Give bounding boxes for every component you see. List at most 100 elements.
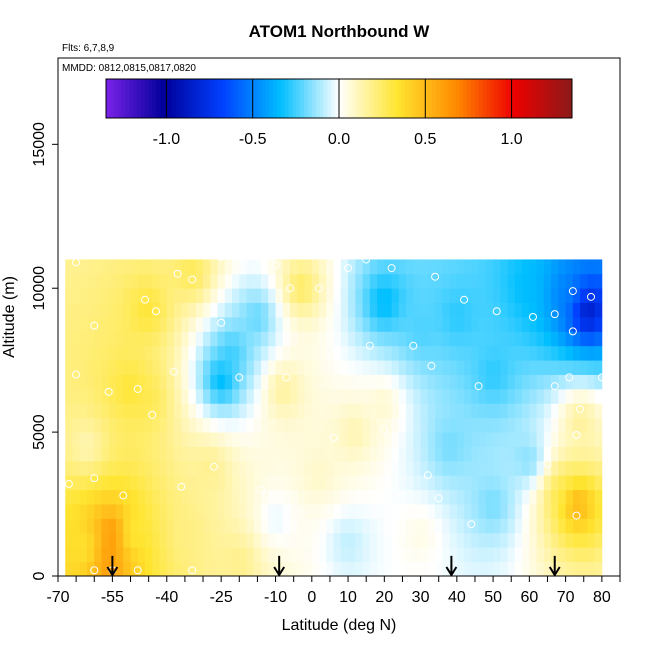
heatmap-cell	[181, 374, 189, 390]
heatmap-cell	[391, 345, 400, 361]
heatmap-cell	[565, 518, 574, 534]
heatmap-cell	[551, 417, 559, 433]
heatmap-cell	[311, 302, 320, 318]
heatmap-cell	[478, 460, 487, 476]
heatmap-cell	[464, 374, 472, 390]
heatmap-cell	[384, 432, 392, 447]
colorbar-segment	[257, 79, 262, 118]
heatmap-cell	[261, 518, 269, 534]
heatmap-cell	[565, 561, 574, 577]
heatmap-cell	[79, 518, 88, 534]
heatmap-cell	[195, 288, 204, 304]
heatmap-cell	[203, 388, 211, 404]
heatmap-cell	[326, 489, 334, 505]
heatmap-cell	[594, 302, 603, 318]
heatmap-cell	[188, 388, 197, 404]
heatmap-cell	[529, 417, 537, 433]
heatmap-cell	[123, 532, 131, 548]
heatmap-cell	[297, 547, 305, 563]
heatmap-cell	[79, 446, 88, 462]
heatmap-cell	[369, 417, 378, 433]
heatmap-cell	[137, 374, 146, 390]
heatmap-cell	[377, 547, 385, 563]
heatmap-cell	[94, 475, 102, 491]
heatmap-cell	[72, 374, 81, 390]
heatmap-cell	[340, 345, 349, 361]
colorbar-segment	[412, 79, 418, 118]
heatmap-cell	[174, 532, 182, 548]
colorbar-segment	[439, 79, 445, 118]
heatmap-cell	[543, 547, 552, 563]
flight-arrow	[548, 555, 561, 577]
heatmap-cell	[565, 532, 574, 548]
heatmap-cell	[290, 345, 298, 361]
heatmap-cell	[79, 417, 88, 433]
heatmap-cell	[166, 273, 175, 289]
heatmap-cell	[587, 360, 596, 375]
heatmap-cell	[116, 317, 124, 332]
heatmap-cell	[188, 460, 197, 476]
heatmap-cell	[333, 374, 342, 390]
colorbar-segment	[179, 79, 185, 118]
heatmap-cell	[261, 273, 269, 289]
heatmap-cell	[355, 302, 363, 318]
heatmap-cell	[551, 547, 559, 563]
heatmap-cell	[174, 273, 182, 289]
heatmap-cell	[522, 561, 530, 577]
heatmap-cell	[94, 288, 102, 304]
heatmap-cell	[369, 259, 378, 275]
heatmap-cell	[181, 317, 189, 332]
y-tick-label: 10000	[31, 266, 48, 311]
heatmap-cell	[101, 331, 110, 347]
heatmap-cell	[369, 403, 378, 419]
colorbar-segment	[172, 79, 177, 118]
heatmap-cell	[116, 547, 124, 563]
heatmap-cell	[210, 288, 218, 304]
heatmap-cell	[152, 417, 160, 433]
heatmap-cell	[464, 432, 472, 447]
heatmap-cell	[572, 388, 581, 404]
heatmap-cell	[268, 460, 276, 476]
heatmap-cell	[181, 504, 189, 519]
heatmap-cell	[500, 518, 508, 534]
heatmap-cell	[297, 403, 305, 419]
heatmap-cell	[72, 446, 81, 462]
colorbar-segment	[222, 79, 227, 118]
heatmap-cell	[442, 259, 450, 275]
heatmap-cell	[72, 532, 81, 548]
heatmap-cell	[340, 331, 349, 347]
heatmap-cell	[507, 547, 516, 563]
heatmap-cell	[253, 288, 262, 304]
heatmap-cell	[522, 259, 530, 275]
heatmap-cell	[159, 288, 168, 304]
heatmap-cell	[398, 302, 407, 318]
heatmap-cell	[478, 374, 487, 390]
heatmap-cell	[348, 374, 356, 390]
heatmap-cell	[377, 345, 385, 361]
heatmap-cell	[522, 417, 530, 433]
heatmap-cell	[536, 561, 545, 577]
heatmap-cell	[108, 489, 117, 505]
heatmap-cell	[311, 317, 320, 332]
observation-point	[296, 508, 305, 517]
heatmap-cell	[232, 532, 240, 548]
heatmap-cell	[268, 388, 276, 404]
heatmap-cell	[130, 432, 139, 447]
heatmap-cell	[391, 489, 400, 505]
colorbar-segment	[443, 79, 449, 118]
heatmap-cell	[116, 403, 124, 419]
heatmap-cell	[565, 317, 574, 332]
heatmap-cell	[406, 374, 414, 390]
colorbar-segment	[276, 79, 282, 118]
heatmap-cell	[362, 547, 371, 563]
heatmap-cell	[297, 489, 305, 505]
heatmap-cell	[217, 475, 226, 491]
heatmap-cell	[108, 417, 117, 433]
heatmap-cell	[594, 561, 603, 577]
flight-arrow	[106, 555, 119, 577]
x-tick-label: 50	[484, 589, 502, 606]
heatmap-cell	[406, 288, 414, 304]
heatmap-cell	[427, 360, 436, 375]
heatmap-cell	[123, 446, 131, 462]
heatmap-cell	[326, 547, 334, 563]
